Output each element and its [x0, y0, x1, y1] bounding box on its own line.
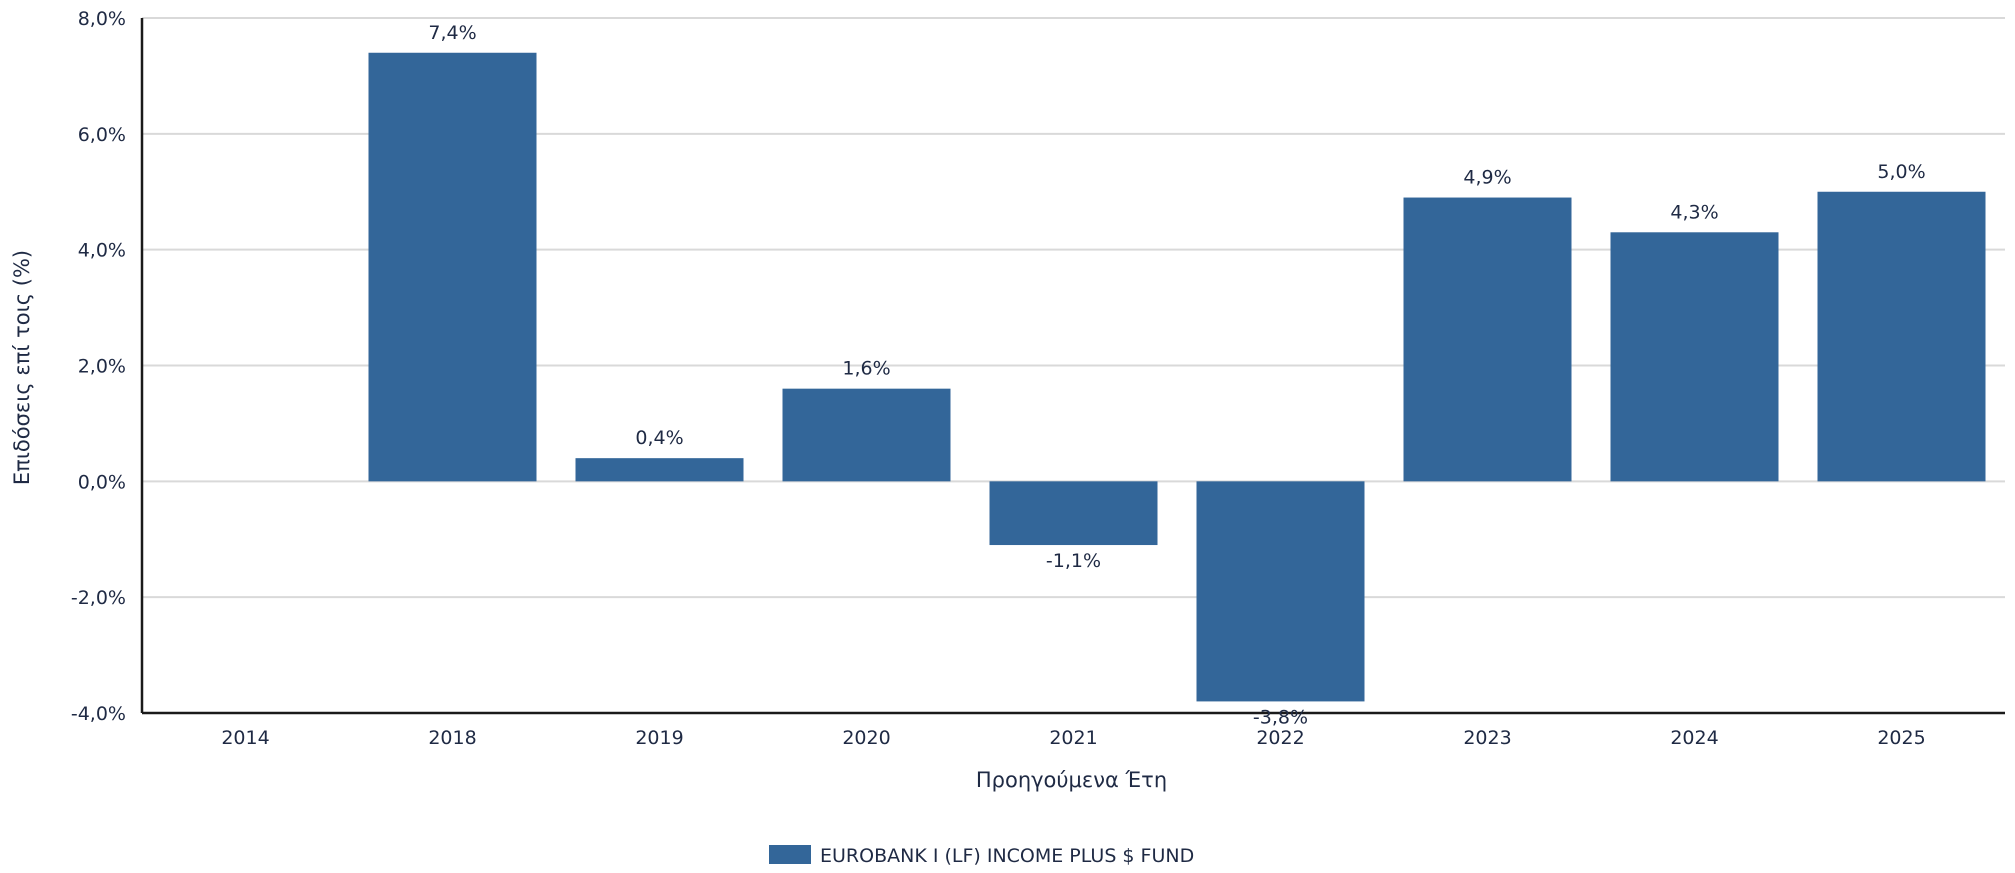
- legend-swatch: [769, 845, 811, 864]
- x-axis-title: Προηγούμενα Έτη: [976, 768, 1167, 792]
- x-tick-label: 2024: [1670, 727, 1718, 749]
- y-tick-label: 8,0%: [78, 8, 126, 30]
- bars: [368, 52, 1986, 702]
- y-axis-title: Επιδόσεις επί τοις (%): [10, 250, 34, 485]
- data-label-2020: 1,6%: [842, 358, 890, 380]
- data-label-2021: -1,1%: [1046, 550, 1101, 572]
- data-label-2024: 4,3%: [1670, 201, 1718, 223]
- legend-item[interactable]: EUROBANK I (LF) INCOME PLUS $ FUND: [769, 845, 1194, 867]
- bar-2018[interactable]: [368, 52, 537, 482]
- y-tick-label: 4,0%: [78, 240, 126, 262]
- data-label-2018: 7,4%: [428, 22, 476, 44]
- data-label-2022: -3,8%: [1253, 706, 1308, 728]
- x-tick-label: 2021: [1049, 727, 1097, 749]
- x-tick-label: 2023: [1463, 727, 1511, 749]
- x-tick-label: 2020: [842, 727, 890, 749]
- bar-2020[interactable]: [782, 388, 951, 482]
- bar-2022[interactable]: [1196, 481, 1365, 702]
- legend-label: EUROBANK I (LF) INCOME PLUS $ FUND: [820, 845, 1194, 867]
- data-label-2025: 5,0%: [1877, 161, 1925, 183]
- labels: -4,0% -2,0% 0,0% 2,0% 4,0% 6,0% 8,0% 2014 7,4% 20…: [10, 8, 1926, 792]
- x-tick-label: 2025: [1877, 727, 1925, 749]
- x-tick-label: 2018: [428, 727, 476, 749]
- axes: [140, 18, 2005, 715]
- y-tick-label: 0,0%: [78, 471, 126, 493]
- bar-2025[interactable]: [1817, 191, 1986, 482]
- x-tick-label: 2022: [1256, 727, 1304, 749]
- y-tick-label: -4,0%: [71, 703, 126, 725]
- y-tick-label: 6,0%: [78, 124, 126, 146]
- x-tick-label: 2019: [635, 727, 683, 749]
- x-tick-label: 2014: [221, 727, 269, 749]
- bar-2021[interactable]: [989, 481, 1158, 546]
- legend[interactable]: EUROBANK I (LF) INCOME PLUS $ FUND: [769, 845, 1194, 867]
- bar-2024[interactable]: [1610, 232, 1779, 482]
- data-label-2019: 0,4%: [635, 427, 683, 449]
- data-label-2023: 4,9%: [1463, 167, 1511, 189]
- y-tick-label: -2,0%: [71, 587, 126, 609]
- bar-2019[interactable]: [575, 458, 744, 482]
- y-tick-label: 2,0%: [78, 356, 126, 378]
- bar-2023[interactable]: [1403, 197, 1572, 482]
